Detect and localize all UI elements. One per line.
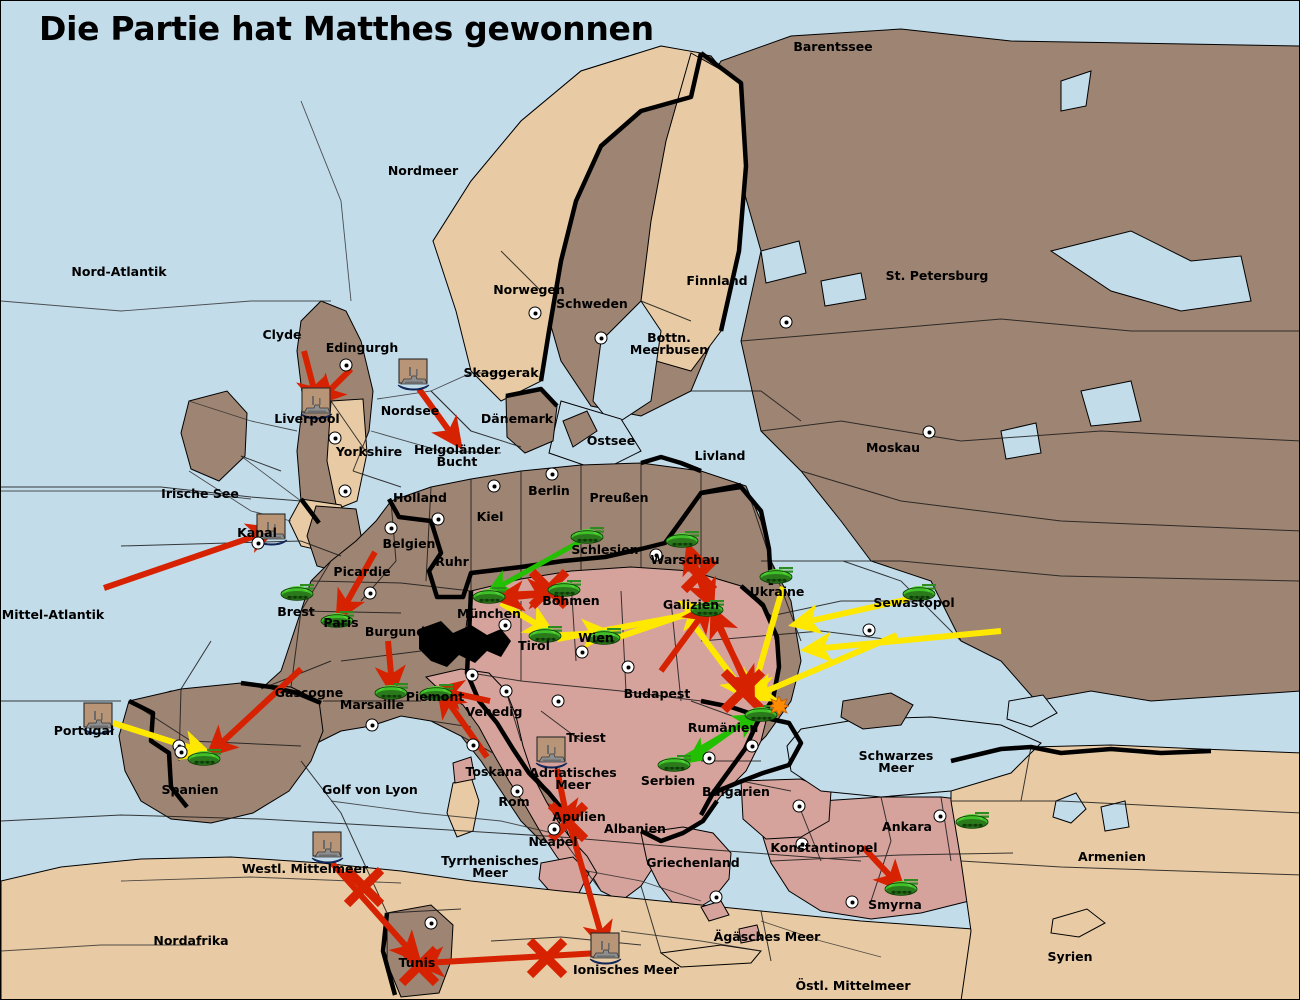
supply-center-dot[interactable] bbox=[338, 484, 352, 498]
supply-center-dot[interactable] bbox=[528, 306, 542, 320]
supply-center-dot[interactable] bbox=[575, 645, 589, 659]
supply-center-dot[interactable] bbox=[466, 738, 480, 752]
supply-center-dot[interactable] bbox=[487, 479, 501, 493]
supply-center-dot[interactable] bbox=[845, 895, 859, 909]
supply-center-dot[interactable] bbox=[339, 358, 353, 372]
supply-center-dot[interactable] bbox=[922, 425, 936, 439]
supply-center-dot[interactable] bbox=[792, 799, 806, 813]
supply-center-dot[interactable] bbox=[431, 512, 445, 526]
explosion-icon bbox=[769, 696, 789, 716]
supply-center-dot[interactable] bbox=[499, 684, 513, 698]
supply-center-dot[interactable] bbox=[174, 745, 188, 759]
impassable-switzerland bbox=[419, 621, 511, 667]
supply-center-dot[interactable] bbox=[384, 521, 398, 535]
supply-center-dot[interactable] bbox=[363, 586, 377, 600]
supply-center-dot[interactable] bbox=[545, 467, 559, 481]
page-title: Die Partie hat Matthes gewonnen bbox=[39, 9, 654, 48]
sea-boundaries bbox=[1, 100, 882, 958]
supply-center-dot[interactable] bbox=[498, 618, 512, 632]
supply-center-dot[interactable] bbox=[862, 623, 876, 637]
supply-center-dot[interactable] bbox=[702, 751, 716, 765]
supply-center-dot[interactable] bbox=[424, 916, 438, 930]
supply-center-dot[interactable] bbox=[251, 536, 265, 550]
supply-center-dot[interactable] bbox=[933, 809, 947, 823]
supply-center-dot[interactable] bbox=[465, 668, 479, 682]
supply-center-dot[interactable] bbox=[709, 890, 723, 904]
supply-center-dot[interactable] bbox=[510, 784, 524, 798]
supply-center-dot[interactable] bbox=[795, 837, 809, 851]
supply-center-dot[interactable] bbox=[328, 431, 342, 445]
supply-center-dot[interactable] bbox=[621, 660, 635, 674]
supply-center-dot[interactable] bbox=[745, 739, 759, 753]
explosion-layer bbox=[769, 696, 789, 716]
supply-center-dot[interactable] bbox=[594, 331, 608, 345]
supply-center-dot[interactable] bbox=[649, 548, 663, 562]
supply-center-dot[interactable] bbox=[551, 694, 565, 708]
supply-center-dot[interactable] bbox=[547, 822, 561, 836]
supply-center-dot[interactable] bbox=[365, 718, 379, 732]
supply-center-dot[interactable] bbox=[779, 315, 793, 329]
